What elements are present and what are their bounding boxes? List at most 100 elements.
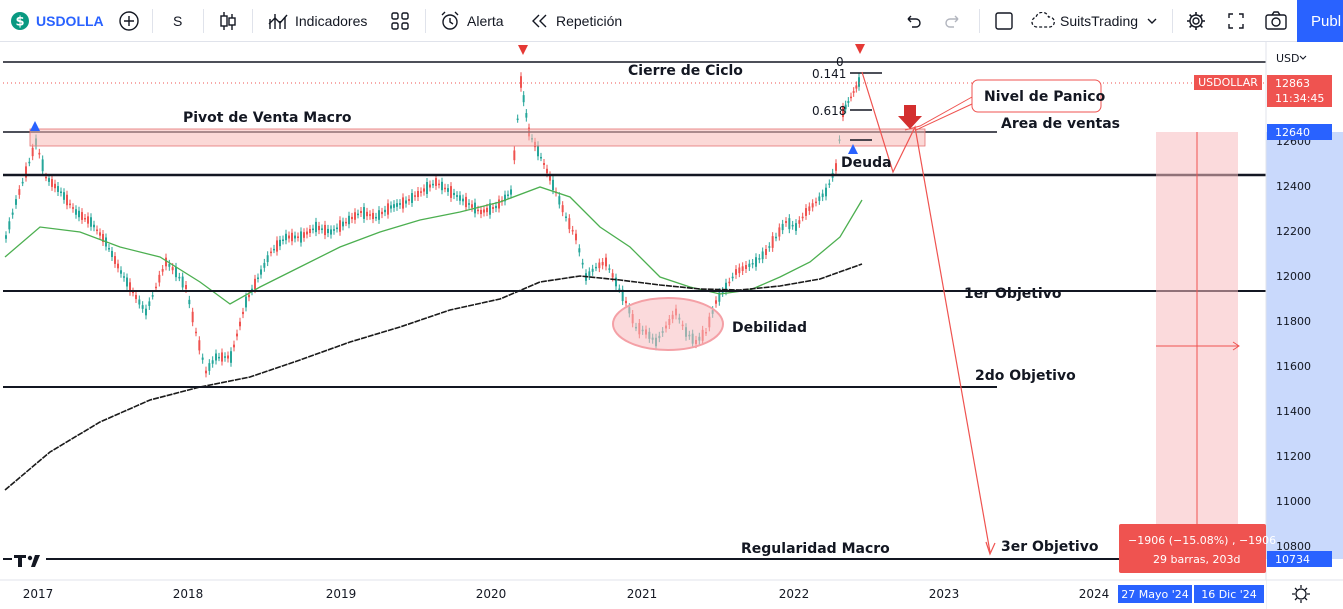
time-tick-label: 2024 — [1079, 587, 1110, 601]
layout-name: SuitsTrading — [1060, 13, 1139, 29]
top-toolbar: $ USDOLLA S Indicadores Alerta Repetició… — [0, 0, 1343, 42]
symbol-name: USDOLLA — [36, 13, 104, 29]
range-start-badge — [1118, 585, 1192, 603]
pivot-low-marker-2022-icon — [848, 144, 858, 154]
range-low-price-badge — [1267, 551, 1332, 567]
indicators-label: Indicadores — [295, 13, 368, 29]
current-price-text: 12863 — [1275, 77, 1310, 90]
black-moving-average — [4, 263, 863, 491]
select-mode-button[interactable] — [993, 0, 1015, 42]
pivot-label: Pivot de Venta Macro — [183, 110, 352, 126]
alarm-clock-icon — [441, 11, 459, 30]
cloud-icon — [1031, 12, 1055, 28]
crosshair-price-badge — [1267, 124, 1332, 140]
camera-icon — [1265, 11, 1287, 30]
measure-tooltip — [1119, 524, 1266, 573]
time-ticks: 2017 2018 2019 2020 2021 2022 2023 2024 — [23, 587, 1110, 601]
redo-button[interactable] — [943, 0, 963, 42]
weakness-ellipse[interactable] — [612, 297, 724, 351]
plus-circle-icon — [119, 11, 139, 31]
measure-line-2: 29 barras, 203d — [1153, 553, 1241, 566]
replay-button[interactable]: Repetición — [530, 0, 622, 42]
symbol-badge-text: USDOLLAR — [1198, 76, 1258, 89]
crosshair-price-text: 12640 — [1275, 126, 1310, 139]
layout-grid-button[interactable] — [390, 0, 410, 42]
measure-line-1: −1906 (−15.08%) , −1906 — [1128, 534, 1276, 547]
gear-icon — [1187, 12, 1205, 30]
publish-button[interactable]: Publ — [1297, 0, 1343, 42]
panic-callout-pointer-2 — [915, 103, 973, 131]
range-start-text: 27 Mayo '24 — [1121, 588, 1188, 601]
chevron-down-icon — [1147, 18, 1157, 24]
objective-1-label: 1er Objetivo — [964, 286, 1062, 302]
alert-label: Alerta — [467, 13, 504, 29]
fib-0618-label: 0.618 — [812, 104, 846, 118]
time-tick-label: 2020 — [476, 587, 507, 601]
weakness-label: Debilidad — [732, 320, 807, 336]
regularity-label: Regularidad Macro — [741, 541, 890, 557]
projection-path[interactable] — [861, 71, 991, 553]
projection-arrow-icon — [985, 541, 996, 556]
square-icon — [995, 12, 1013, 30]
price-tick-label: 11600 — [1276, 360, 1311, 373]
price-tick-label: 12200 — [1276, 225, 1311, 238]
alert-button[interactable]: Alerta — [439, 0, 504, 42]
tradingview-logo-icon[interactable] — [12, 553, 46, 569]
price-tick-label: 12400 — [1276, 180, 1311, 193]
interval-button[interactable]: S — [173, 0, 182, 42]
price-tick-label: 11200 — [1276, 450, 1311, 463]
range-end-text: 16 Dic '24 — [1201, 588, 1257, 601]
price-axis-range-highlight — [1266, 132, 1343, 559]
svg-text:$: $ — [15, 15, 24, 30]
compare-symbol-button[interactable] — [118, 0, 140, 42]
price-tick-label: 11800 — [1276, 315, 1311, 328]
symbol-logo-icon: $ — [11, 12, 29, 30]
currency-label[interactable]: USD — [1276, 52, 1300, 65]
symbol-search[interactable]: $ USDOLLA — [10, 0, 104, 42]
price-tick-label: 10800 — [1276, 540, 1311, 553]
sell-zone-box[interactable] — [29, 128, 926, 147]
debt-label: Deuda — [841, 155, 892, 171]
price-tick-label: 11000 — [1276, 495, 1311, 508]
price-tick-label: 12000 — [1276, 270, 1311, 283]
fullscreen-button[interactable] — [1226, 0, 1246, 42]
down-arrow-icon — [898, 105, 922, 129]
settings-button[interactable] — [1185, 0, 1207, 42]
fib-0141-label: 0.141 — [812, 67, 846, 81]
cycle-close-label: Cierre de Ciclo — [628, 63, 743, 79]
current-price-badge — [1267, 75, 1332, 107]
time-tick-label: 2019 — [326, 587, 357, 601]
sell-area-label: Area de ventas — [1001, 116, 1120, 132]
objective-3-label: 3er Objetivo — [1001, 539, 1099, 555]
chart-type-button[interactable] — [218, 0, 238, 42]
fib-0-label: 0 — [836, 55, 844, 69]
symbol-badge — [1194, 75, 1262, 90]
replay-label: Repetición — [556, 13, 623, 29]
interval-label: S — [173, 13, 183, 29]
price-chart[interactable]: Cierre de Ciclo 0 0.141 0.618 Pivot de V… — [0, 42, 1343, 609]
pivot-low-marker-icon — [30, 121, 40, 131]
range-end-badge — [1194, 585, 1264, 603]
axis-settings-button[interactable] — [1292, 585, 1310, 603]
time-tick-label: 2017 — [23, 587, 54, 601]
time-tick-label: 2018 — [173, 587, 204, 601]
time-tick-label: 2022 — [779, 587, 810, 601]
publish-label: Publ — [1311, 12, 1342, 30]
range-low-price-text: 10734 — [1275, 553, 1310, 566]
indicators-button[interactable]: Indicadores — [267, 0, 367, 42]
snapshot-button[interactable] — [1264, 0, 1288, 42]
fullscreen-icon — [1228, 13, 1244, 29]
layout-menu-button[interactable]: SuitsTrading — [1030, 0, 1160, 42]
rewind-icon — [532, 14, 547, 28]
undo-button[interactable] — [903, 0, 923, 42]
currency-chevron-icon — [1299, 55, 1307, 60]
objective-2-label: 2do Objetivo — [975, 368, 1076, 384]
panic-label: Nivel de Panico — [984, 89, 1106, 105]
indicators-icon — [268, 14, 288, 29]
redo-icon — [945, 15, 959, 28]
pivot-high-marker-2020-icon — [518, 45, 528, 55]
grid-icon — [391, 12, 409, 30]
time-axis[interactable] — [0, 580, 1266, 609]
panic-callout-box[interactable] — [971, 79, 1102, 113]
time-tick-label: 2021 — [627, 587, 658, 601]
